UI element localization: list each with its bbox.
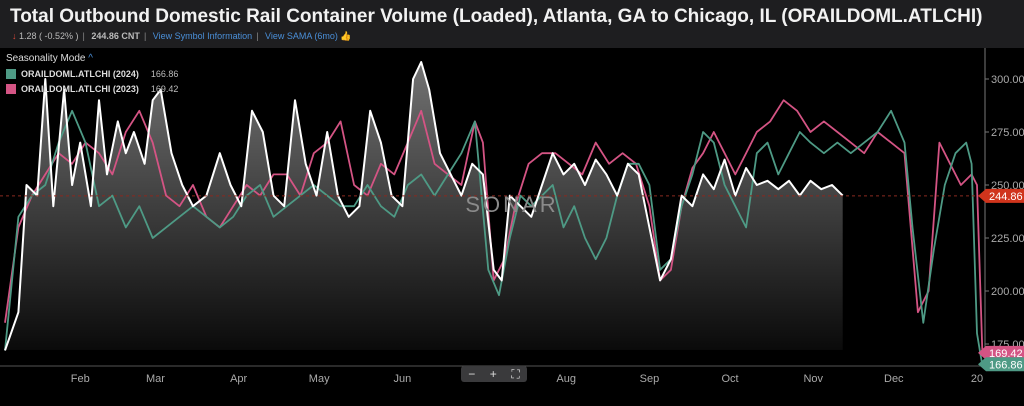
x-tick-label: Oct: [721, 373, 738, 385]
series-line-0: [4, 61, 844, 351]
zoom-in-button[interactable]: +: [489, 367, 497, 381]
down-arrow-icon: ↓: [12, 31, 17, 41]
series-line-2: [4, 99, 986, 357]
zoom-out-button[interactable]: −: [468, 367, 476, 381]
y-tick-label: 200.00: [991, 286, 1024, 298]
view-symbol-link[interactable]: View Symbol Information: [152, 31, 253, 41]
legend-item-2024[interactable]: ORAILDOML.ATLCHI (2024) 166.86: [6, 69, 178, 79]
y-tick-label: 275.00: [991, 127, 1024, 139]
x-tick-label: Nov: [803, 373, 823, 385]
header: Total Outbound Domestic Rail Container V…: [0, 0, 1024, 48]
value-tag: [978, 357, 1024, 372]
collapse-caret-icon[interactable]: ^: [88, 53, 93, 64]
series-line-1: [4, 109, 986, 367]
value-tag-label: 169.42: [989, 348, 1023, 360]
x-tick-label: Feb: [71, 373, 90, 385]
change-value: 1.28 ( -0.52% ): [19, 31, 79, 41]
x-tick-label: Jun: [394, 373, 412, 385]
chart-title: Total Outbound Domestic Rail Container V…: [10, 6, 983, 27]
x-tick-label: Sep: [640, 373, 660, 385]
legend: Seasonality Mode ^ ORAILDOML.ATLCHI (202…: [6, 53, 178, 94]
view-sama-link[interactable]: View SAMA (6mo): [265, 31, 338, 41]
value-tag-label: 166.86: [989, 359, 1023, 371]
legend-value: 166.86: [150, 69, 179, 79]
chart-plot: SONAR 300.00275.00250.00225.00200.00175.…: [0, 48, 1024, 406]
x-tick-label: 20: [971, 373, 983, 385]
legend-label: ORAILDOML.ATLCHI (2024): [21, 69, 139, 79]
fit-button[interactable]: ⛶: [511, 366, 520, 381]
x-tick-label: Mar: [146, 373, 165, 385]
x-tick-label: Apr: [230, 373, 247, 385]
subheader: ↓ 1.28 ( -0.52% ) | 244.86 CNT | View Symb…: [12, 31, 352, 41]
x-tick-label: May: [309, 373, 330, 385]
x-tick-label: Dec: [884, 373, 904, 385]
value-tag: [978, 188, 1024, 203]
y-tick-label: 225.00: [991, 233, 1024, 245]
swatch-2023: [6, 84, 16, 94]
value-tag: [978, 345, 1024, 360]
y-tick-label: 300.00: [991, 74, 1024, 86]
swatch-2024: [6, 69, 16, 79]
zoom-controls: − + ⛶: [461, 366, 527, 382]
x-tick-label: Aug: [556, 373, 576, 385]
value-tag-label: 244.86: [989, 191, 1023, 203]
seasonality-mode-label: Seasonality Mode: [6, 53, 86, 64]
legend-value: 169.42: [150, 84, 179, 94]
thumbs-icon: 👍: [340, 31, 352, 41]
current-value: 244.86 CNT: [91, 31, 140, 41]
legend-label: ORAILDOML.ATLCHI (2023): [21, 84, 139, 94]
current-series-area: [5, 62, 843, 351]
legend-item-2023[interactable]: ORAILDOML.ATLCHI (2023) 169.42: [6, 84, 178, 94]
